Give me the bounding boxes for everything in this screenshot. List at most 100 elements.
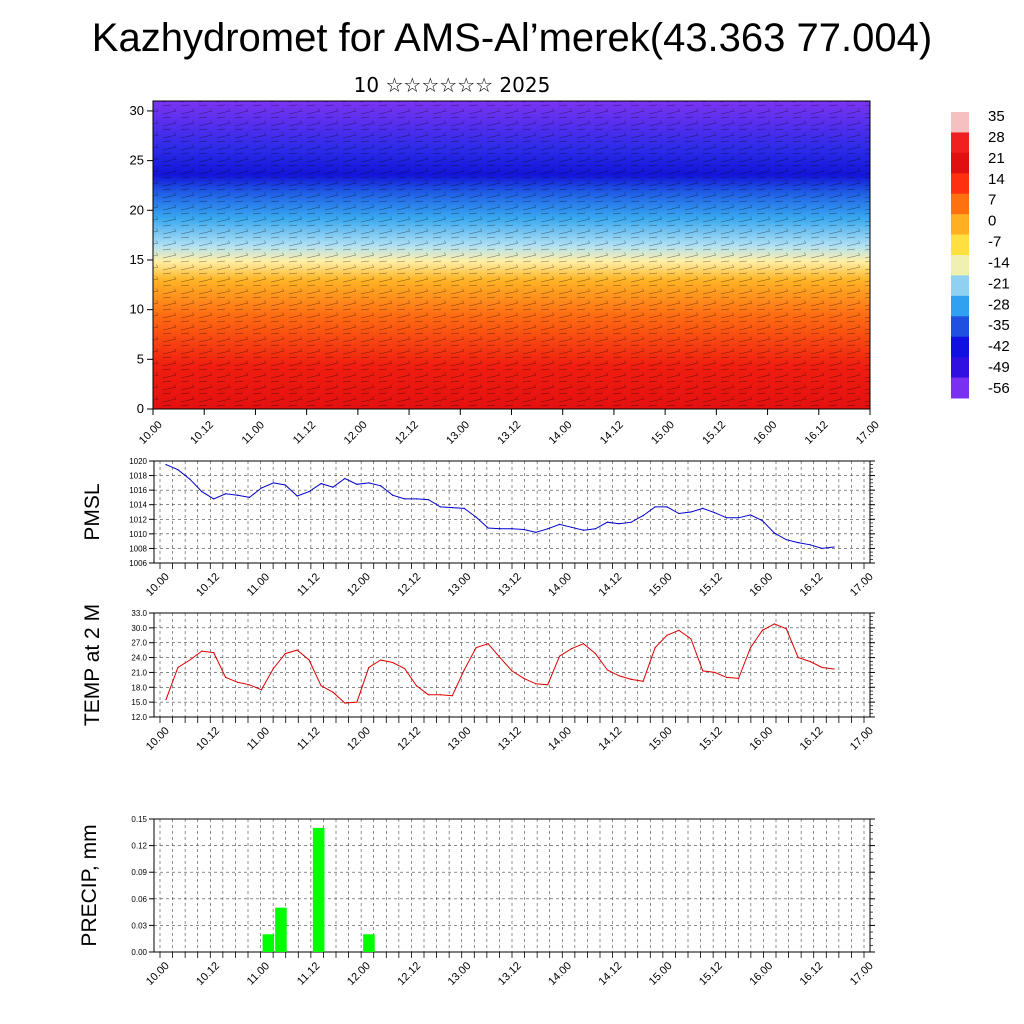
x-tick-label: 15.00 bbox=[647, 571, 675, 599]
colorbar-label: 21 bbox=[988, 150, 1005, 167]
x-tick-label: 16.12 bbox=[803, 419, 831, 447]
y-tick-label: 1012 bbox=[129, 515, 147, 524]
data-point bbox=[236, 494, 239, 496]
colorbar-label: 14 bbox=[988, 171, 1005, 188]
colorbar-label: 28 bbox=[988, 129, 1005, 146]
y-tick-label: 30.0 bbox=[131, 624, 147, 633]
data-point bbox=[427, 499, 430, 501]
x-tick-label: 10.00 bbox=[144, 571, 172, 599]
x-tick-label: 15.00 bbox=[647, 725, 675, 753]
data-point bbox=[749, 647, 752, 649]
data-point bbox=[642, 680, 644, 682]
colorbar-swatch bbox=[951, 173, 969, 195]
colorbar-label: -49 bbox=[988, 359, 1010, 376]
data-point bbox=[594, 653, 597, 655]
y-tick-label: 12.0 bbox=[131, 713, 147, 722]
x-tick-label: 16.12 bbox=[798, 725, 826, 753]
x-tick-label: 16.00 bbox=[751, 419, 779, 447]
colorbar-label: 7 bbox=[988, 192, 996, 209]
data-point bbox=[726, 517, 728, 519]
colorbar-swatch bbox=[951, 234, 969, 256]
data-point bbox=[260, 487, 263, 489]
x-tick-label: 10.00 bbox=[137, 419, 165, 447]
colorbar-swatch bbox=[951, 295, 969, 317]
cross-section-plot: 0 5 10 15 20 25 30 10.00 10.12 11.00 11.12 12.00 12.… bbox=[130, 100, 882, 447]
x-tick-label: 16.00 bbox=[747, 960, 775, 988]
x-tick-label: 14.12 bbox=[596, 960, 624, 988]
data-point bbox=[177, 469, 179, 471]
colorbar-swatch bbox=[951, 152, 969, 174]
y-tick-label: 15 bbox=[130, 252, 144, 267]
data-point bbox=[368, 482, 370, 484]
data-point bbox=[415, 498, 418, 500]
data-point bbox=[797, 542, 799, 544]
data-point bbox=[749, 514, 752, 516]
x-tick-label: 11.12 bbox=[291, 419, 318, 446]
data-point bbox=[165, 464, 167, 466]
pmsl-plot: 1006 1008 1010 1012 1014 1016 1018 1020 10.00 10.… bbox=[81, 457, 876, 599]
x-tick-label: 16.00 bbox=[747, 725, 775, 753]
data-point bbox=[332, 486, 334, 488]
data-point bbox=[785, 628, 787, 630]
y-tick-label: 1014 bbox=[129, 501, 147, 510]
data-point bbox=[547, 684, 549, 686]
data-point bbox=[499, 656, 501, 659]
data-point bbox=[642, 515, 644, 517]
x-tick-label: 14.00 bbox=[546, 960, 574, 988]
x-tick-label: 14.12 bbox=[598, 419, 626, 447]
data-point bbox=[177, 666, 179, 669]
data-point bbox=[344, 477, 346, 480]
series-line bbox=[165, 464, 835, 549]
colorbar-label: -35 bbox=[988, 317, 1010, 334]
x-tick-label: 10.00 bbox=[144, 725, 172, 753]
data-point bbox=[284, 484, 286, 486]
data-point bbox=[380, 659, 382, 661]
y-tick-label: 25 bbox=[130, 153, 144, 168]
x-tick-label: 10.12 bbox=[194, 725, 222, 753]
data-point bbox=[308, 659, 310, 661]
x-tick-label: 12.00 bbox=[345, 960, 373, 988]
colorbar-swatch bbox=[951, 255, 969, 276]
data-point bbox=[165, 699, 167, 701]
x-tick-label: 12.12 bbox=[393, 419, 421, 447]
data-point bbox=[403, 498, 406, 500]
x-tick-label: 10.12 bbox=[194, 960, 222, 988]
data-point bbox=[463, 669, 465, 671]
colorbar-label: -56 bbox=[988, 380, 1010, 397]
x-tick-label: 11.00 bbox=[245, 960, 272, 987]
x-tick-label: 13.00 bbox=[446, 571, 474, 599]
data-point bbox=[451, 695, 453, 697]
data-point bbox=[201, 650, 203, 652]
precip-bar bbox=[312, 827, 325, 952]
data-point bbox=[189, 659, 191, 661]
y-axis-label: PRECIP, mm bbox=[78, 824, 101, 946]
data-point bbox=[547, 528, 549, 530]
data-point bbox=[737, 517, 740, 519]
precip-bar bbox=[262, 934, 275, 952]
colorbar-label: -42 bbox=[988, 338, 1010, 355]
y-tick-label: 0.12 bbox=[131, 842, 147, 851]
y-tick-label: 15.0 bbox=[131, 698, 147, 707]
data-point bbox=[451, 507, 453, 509]
data-point bbox=[487, 643, 489, 645]
data-point bbox=[714, 671, 716, 674]
data-point bbox=[523, 677, 525, 679]
data-point bbox=[260, 689, 263, 691]
x-tick-label: 11.00 bbox=[240, 419, 267, 446]
data-point bbox=[213, 652, 215, 654]
x-tick-label: 13.00 bbox=[446, 960, 474, 988]
x-tick-label: 16.00 bbox=[747, 571, 775, 599]
data-point bbox=[499, 528, 501, 530]
y-tick-label: 5 bbox=[137, 351, 144, 366]
temp-plot: 12.0 15.0 18.0 21.0 24.0 27.0 30.0 33.0 10.00 10.… bbox=[81, 604, 876, 753]
y-tick-label: 20 bbox=[130, 202, 144, 217]
data-point bbox=[535, 683, 537, 685]
y-tick-label: 33.0 bbox=[131, 609, 147, 618]
data-point bbox=[606, 521, 608, 523]
data-point bbox=[236, 681, 239, 683]
data-point bbox=[296, 649, 298, 651]
data-point bbox=[809, 544, 811, 546]
data-point bbox=[630, 521, 632, 523]
data-point bbox=[439, 506, 441, 508]
